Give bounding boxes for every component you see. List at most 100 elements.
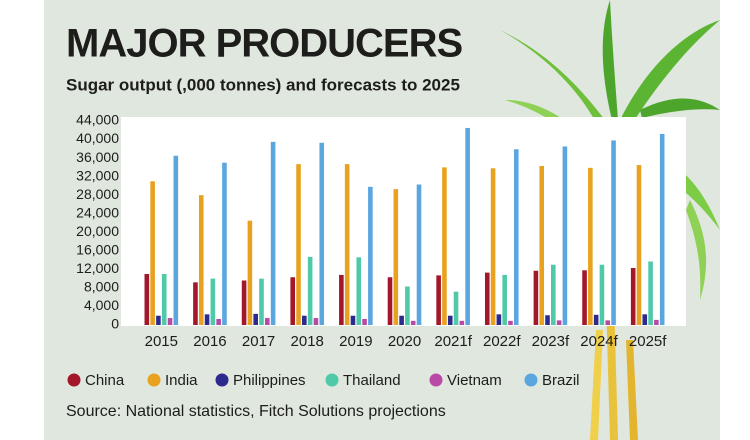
y-tick-label: 32,000 xyxy=(76,167,119,183)
bar xyxy=(636,165,642,325)
bar xyxy=(302,315,307,325)
bar xyxy=(496,314,502,325)
bar xyxy=(264,318,270,325)
bar xyxy=(453,291,459,325)
y-tick-label: 44,000 xyxy=(76,112,119,128)
bar xyxy=(222,162,227,325)
x-tick-label: 2016 xyxy=(193,333,226,350)
legend-label: Philippines xyxy=(233,372,306,389)
bar xyxy=(533,270,539,325)
bar xyxy=(551,264,556,325)
bar xyxy=(582,270,587,325)
bar xyxy=(465,127,470,325)
bar xyxy=(508,320,513,325)
x-tick-label: 2020 xyxy=(388,333,421,350)
bar xyxy=(356,257,362,325)
bar xyxy=(484,272,490,325)
y-tick-label: 28,000 xyxy=(76,186,119,202)
bar xyxy=(319,142,325,325)
bar xyxy=(144,274,150,325)
bar xyxy=(313,318,319,325)
y-tick-label: 20,000 xyxy=(76,223,119,239)
bar xyxy=(399,315,404,325)
x-tick-label: 2017 xyxy=(242,333,275,350)
x-tick-label: 2019 xyxy=(339,333,372,350)
chart-subtitle: Sugar output (,000 tonnes) and forecasts… xyxy=(66,75,460,94)
bar xyxy=(253,313,258,325)
bar xyxy=(654,319,659,325)
legend-label: Thailand xyxy=(343,372,401,389)
y-tick-label: 24,000 xyxy=(76,204,119,220)
legend-label: China xyxy=(85,372,125,389)
bar xyxy=(436,275,441,325)
bar xyxy=(490,168,496,325)
bar xyxy=(611,140,616,325)
legend-label: India xyxy=(165,372,198,389)
y-tick-label: 0 xyxy=(111,316,119,332)
legend-swatch xyxy=(67,373,81,387)
bar xyxy=(296,164,301,325)
y-tick-label: 16,000 xyxy=(76,242,119,258)
bar xyxy=(368,186,373,325)
bar xyxy=(339,274,344,325)
bar xyxy=(410,320,416,325)
y-tick-label: 40,000 xyxy=(76,130,119,146)
legend-swatch xyxy=(147,373,161,387)
bar xyxy=(642,314,648,325)
bar xyxy=(167,318,173,325)
bar xyxy=(307,256,313,325)
bar xyxy=(350,315,356,325)
legend-swatch xyxy=(215,373,229,387)
bar xyxy=(156,315,161,325)
x-tick-label: 2021f xyxy=(434,333,472,350)
y-tick-label: 12,000 xyxy=(76,260,119,276)
bar xyxy=(593,314,599,325)
bar xyxy=(161,274,167,325)
bar xyxy=(210,278,216,325)
x-tick-label: 2025f xyxy=(629,333,667,350)
bar xyxy=(387,277,393,325)
x-tick-label: 2023f xyxy=(532,333,570,350)
bar xyxy=(362,318,367,325)
bar xyxy=(216,318,221,325)
y-tick-label: 36,000 xyxy=(76,149,119,165)
bar xyxy=(562,146,568,325)
bar xyxy=(393,189,399,325)
bar xyxy=(459,320,465,325)
bar xyxy=(648,261,653,325)
bar xyxy=(198,195,204,325)
x-tick-label: 2018 xyxy=(291,333,324,350)
bar xyxy=(545,315,550,325)
x-tick-label: 2024f xyxy=(580,333,618,350)
bar xyxy=(442,167,447,325)
bar xyxy=(588,167,593,325)
bar xyxy=(344,164,350,325)
bar xyxy=(270,141,276,325)
bar xyxy=(605,320,611,325)
bar xyxy=(290,277,296,325)
x-tick-label: 2015 xyxy=(145,333,178,350)
source-note: Source: National statistics, Fitch Solut… xyxy=(66,403,446,420)
bar xyxy=(241,280,247,325)
legend-swatch xyxy=(325,373,339,387)
bar xyxy=(513,149,519,325)
chart-title: MAJOR PRODUCERS xyxy=(66,22,462,66)
legend-swatch xyxy=(524,373,538,387)
bar xyxy=(502,274,507,325)
bar xyxy=(416,184,422,325)
bar xyxy=(204,314,210,325)
legend-label: Vietnam xyxy=(447,372,502,389)
bar xyxy=(150,181,155,325)
bar xyxy=(556,320,562,325)
bar xyxy=(259,278,264,325)
bar xyxy=(247,220,253,325)
bar xyxy=(659,133,665,325)
legend-label: Brazil xyxy=(542,372,580,389)
bar xyxy=(405,286,410,325)
bar xyxy=(539,165,545,325)
bar xyxy=(599,264,605,325)
bar xyxy=(173,155,179,325)
legend-swatch xyxy=(429,373,443,387)
bar xyxy=(193,282,198,325)
